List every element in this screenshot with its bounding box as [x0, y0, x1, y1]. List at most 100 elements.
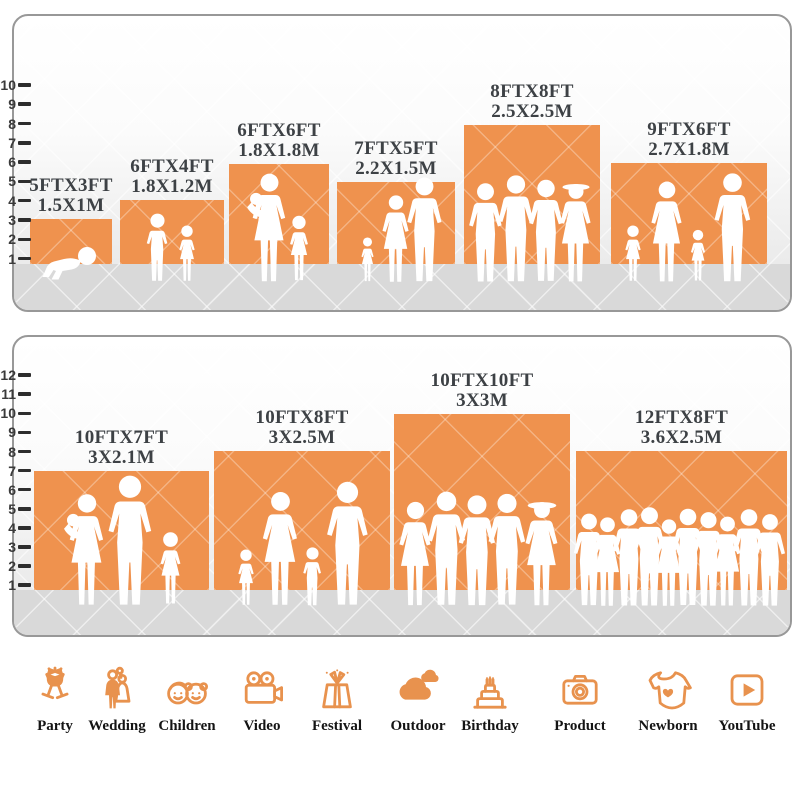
figure-man-silhouette	[458, 495, 495, 606]
axis-tick-dash	[18, 160, 31, 164]
category-birthday: Birthday	[450, 666, 530, 735]
backdrop-size-ft: 7FTX5FT	[354, 138, 438, 159]
figure-man-silhouette	[754, 514, 786, 606]
figure-man-silhouette	[108, 475, 152, 605]
backdrop-size-ft: 10FTX8FT	[255, 407, 349, 428]
product-icon	[556, 666, 604, 714]
axis-tick-dash	[18, 526, 31, 530]
axis-tick-number: 2	[8, 231, 16, 248]
newborn-icon	[644, 666, 692, 714]
backdrop-size-ft: 9FTX6FT	[647, 119, 731, 140]
backdrop-size-ft: 8FTX8FT	[490, 81, 574, 102]
axis-tick-dash	[18, 121, 31, 126]
figure-man-silhouette	[427, 491, 466, 605]
category-wedding: Wedding	[77, 666, 157, 735]
axis-tick-dash	[18, 102, 31, 106]
axis-tick-dash	[18, 256, 31, 261]
backdrop-size-label: 9FTX6FT 2.7X1.8M	[647, 120, 730, 160]
figure-girl-silhouette	[160, 532, 181, 604]
axis-tick-number: 6	[8, 154, 16, 171]
axis-tick-dash	[18, 487, 31, 492]
axis-tick-dash	[18, 373, 31, 377]
backdrop-size-m: 1.5X1M	[37, 195, 105, 216]
axis-tick-number: 8	[8, 115, 16, 132]
backdrop-size-label: 7FTX5FT 2.2X1.5M	[354, 139, 437, 179]
axis-tick-dash	[18, 218, 31, 222]
axis-tick-dash	[18, 141, 31, 145]
backdrop-size-label: 12FTX8FT 3.6X2.5M	[635, 408, 728, 448]
axis-tick-number: 5	[8, 173, 16, 190]
small-backdrops-panel: 1 2 3 4 5 6 7 8 9 10 5FTX3FT 1.5X1M 6FTX4FT 1.8X1.2M 6…	[0, 14, 792, 312]
axis-tick-number: 6	[8, 481, 16, 498]
backdrop-size-ft: 6FTX6FT	[237, 120, 321, 141]
category-festival: Festival	[297, 666, 377, 735]
axis-tick-number: 4	[8, 519, 16, 536]
figure-boy-silhouette	[303, 547, 322, 606]
backdrop-size-label: 10FTX7FT 3X2.1M	[75, 428, 168, 468]
backdrop-size-m: 2.2X1.5M	[355, 158, 437, 179]
festival-icon	[313, 666, 361, 714]
outdoor-icon	[394, 666, 442, 714]
category-label: Festival	[312, 718, 362, 734]
youtube-icon	[723, 666, 771, 714]
category-label: Outdoor	[390, 718, 446, 734]
axis-tick-dash	[18, 198, 31, 203]
category-label: Newborn	[638, 718, 698, 734]
backdrop-size-ft: 10FTX10FT	[430, 370, 534, 391]
axis-tick-dash	[18, 564, 31, 568]
axis-tick-number: 10	[0, 76, 16, 93]
backdrop-size-label: 6FTX6FT 1.8X1.8M	[237, 121, 320, 161]
backdrop-size-label: 5FTX3FT 1.5X1M	[29, 176, 112, 216]
category-label: Party	[37, 718, 73, 734]
figure-baby-silhouette	[42, 247, 96, 280]
ground-area	[14, 590, 790, 635]
axis-tick-number: 1	[8, 250, 16, 267]
video-icon	[238, 666, 286, 714]
axis-tick-dash	[18, 392, 31, 396]
backdrop-size-m: 1.8X1.8M	[238, 140, 320, 161]
figure-girl-silhouette	[361, 237, 374, 282]
category-children: Children	[147, 666, 227, 735]
figure-boy-silhouette	[146, 213, 168, 281]
figure-woman-silhouette	[398, 501, 431, 606]
figure-man-silhouette	[528, 179, 563, 281]
axis-tick-number: 5	[8, 500, 16, 517]
axis-tick-dash	[18, 83, 31, 87]
axis-tick-dash	[18, 237, 31, 242]
axis-tick-dash	[18, 449, 31, 454]
axis-tick-number: 3	[8, 539, 16, 555]
figure-girl-silhouette	[290, 215, 308, 281]
category-label: Wedding	[88, 718, 146, 734]
backdrop-size-label: 10FTX10FT 3X3M	[431, 371, 534, 411]
axis-tick-dash	[18, 430, 31, 435]
category-label: YouTube	[718, 718, 776, 734]
figure-man-silhouette	[327, 481, 368, 605]
backdrop-size-m: 2.5X2.5M	[491, 101, 573, 122]
backdrop-size-m: 2.7X1.8M	[648, 139, 730, 160]
medium-backdrops-panel: 1 2 3 4 5 6 7 8 9 10 11 12 10FTX7FT 3X2.1M 10FTX8FT 3X2…	[0, 335, 792, 637]
category-youtube: YouTube	[707, 666, 787, 735]
category-product: Product	[540, 666, 620, 735]
axis-tick-dash	[18, 468, 31, 473]
axis-tick-number: 12	[0, 367, 16, 384]
axis-tick-number: 1	[8, 577, 16, 594]
figure-woman-hat-silhouette	[525, 502, 558, 606]
category-party: Party	[15, 666, 95, 735]
backdrop-size-m: 3X3M	[456, 390, 508, 411]
figure-woman-baby-silhouette	[63, 494, 103, 605]
axis-tick-dash	[18, 583, 31, 587]
figure-man-silhouette	[488, 493, 525, 605]
axis-tick-number: 4	[8, 192, 16, 209]
backdrop-size-m: 1.8X1.2M	[131, 176, 213, 197]
axis-tick-dash	[18, 179, 31, 184]
axis-tick-number: 9	[8, 96, 16, 113]
backdrop-size-label: 8FTX8FT 2.5X2.5M	[490, 82, 573, 122]
figure-woman-silhouette	[651, 181, 682, 282]
axis-tick-dash	[18, 545, 31, 549]
axis-tick-number: 10	[0, 405, 16, 422]
birthday-icon	[466, 666, 514, 714]
backdrop-size-ft: 10FTX7FT	[74, 427, 169, 448]
figure-man-silhouette	[407, 177, 442, 282]
backdrop-size-label: 10FTX8FT 3X2.5M	[255, 408, 348, 448]
figure-woman-silhouette	[382, 195, 409, 282]
